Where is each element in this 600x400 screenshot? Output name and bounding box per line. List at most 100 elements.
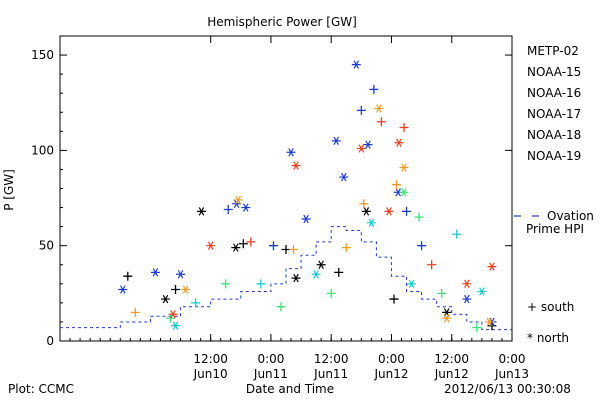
south-point xyxy=(356,105,366,115)
y-tick-label: 50 xyxy=(39,239,54,253)
x-tick-date-label: Jun12 xyxy=(434,367,469,381)
south-point xyxy=(221,279,231,289)
north-point xyxy=(316,260,326,269)
north-point xyxy=(399,163,409,172)
x-tick-time-label: 12:00 xyxy=(314,352,349,366)
south-point xyxy=(376,117,386,127)
plot-area xyxy=(59,35,513,342)
south-point xyxy=(452,229,462,239)
north-point xyxy=(484,317,494,327)
timestamp: 2012/06/13 00:30:08 xyxy=(444,382,571,396)
plot-credit: Plot: CCMC xyxy=(8,382,74,396)
south-point xyxy=(238,239,248,249)
south-point xyxy=(130,307,140,317)
x-tick-date-label: Jun12 xyxy=(373,367,408,381)
north-point xyxy=(206,241,216,250)
legend-entry-metp-02: METP-02 xyxy=(527,44,579,58)
series-noaa-18 xyxy=(130,104,494,327)
x-axis-label: Date and Time xyxy=(246,382,334,396)
north-point xyxy=(176,270,186,279)
north-point xyxy=(171,321,181,330)
y-tick-label: 0 xyxy=(46,334,54,348)
x-tick-time-label: 12:00 xyxy=(193,352,228,366)
south-point xyxy=(123,271,133,281)
x-tick-time-label: 12:00 xyxy=(434,352,469,366)
series-metp-02 xyxy=(123,207,497,331)
south-point xyxy=(191,298,201,308)
south-point xyxy=(223,204,233,214)
south-point xyxy=(359,199,369,209)
ovation-legend: Ovation Prime HPI xyxy=(514,209,594,236)
legend-entry-noaa-19: NOAA-19 xyxy=(527,149,581,163)
north-point xyxy=(366,218,376,228)
south-point xyxy=(165,313,175,323)
south-point xyxy=(281,245,291,254)
y-tick-label: 150 xyxy=(31,48,54,62)
x-axis: 12:00Jun100:00Jun1112:00Jun110:00Jun1212… xyxy=(69,36,529,381)
x-tick-time-label: 0:00 xyxy=(499,352,526,366)
legend-entry-noaa-16: NOAA-16 xyxy=(527,86,581,100)
north-point xyxy=(233,195,243,205)
marker-legend-south: + south xyxy=(527,300,574,314)
y-axis-label: P [GW] xyxy=(2,169,16,211)
north-point xyxy=(462,279,472,289)
x-tick-date-label: Jun10 xyxy=(193,367,228,381)
south-point xyxy=(399,123,409,132)
south-point xyxy=(246,237,256,247)
north-point xyxy=(291,161,301,170)
north-point xyxy=(374,104,384,113)
north-point xyxy=(231,243,241,252)
y-axis: 0 50 100 150 xyxy=(31,48,512,348)
legend-entry-noaa-15: NOAA-15 xyxy=(527,65,581,79)
ovation-step-line xyxy=(60,226,512,331)
ovation-legend-label-1: Ovation xyxy=(547,209,594,223)
north-point xyxy=(399,188,409,197)
north-point xyxy=(462,294,472,304)
marker-legend-north: * north xyxy=(527,331,569,345)
south-point xyxy=(427,260,437,270)
north-point xyxy=(339,172,349,182)
south-point xyxy=(171,285,181,295)
series-noaa-19 xyxy=(168,117,497,319)
legend-entry-noaa-17: NOAA-17 xyxy=(527,107,581,121)
ovation-step-layer xyxy=(60,226,512,331)
x-tick-time-label: 0:00 xyxy=(378,352,405,366)
south-point xyxy=(268,241,278,251)
south-point xyxy=(341,243,351,253)
x-tick-date-label: Jun11 xyxy=(313,367,348,381)
south-point xyxy=(289,245,299,254)
x-tick-date-label: Jun11 xyxy=(253,367,288,381)
ovation-legend-label-2: Prime HPI xyxy=(526,222,584,236)
north-point xyxy=(291,273,301,283)
north-point xyxy=(311,270,321,279)
north-point xyxy=(487,262,497,271)
north-point xyxy=(181,285,191,294)
series-noaa-15 xyxy=(118,60,497,327)
north-point xyxy=(384,207,394,216)
south-point xyxy=(276,302,286,312)
north-point xyxy=(356,144,366,153)
north-point xyxy=(442,308,452,317)
north-point xyxy=(196,207,206,216)
series-legend: METP-02 NOAA-15 NOAA-16 NOAA-17 NOAA-18 NOAA-… xyxy=(527,44,581,163)
north-point xyxy=(331,136,341,146)
data-points-layer xyxy=(118,60,497,333)
x-tick-time-label: 0:00 xyxy=(257,352,284,366)
south-point xyxy=(437,288,447,298)
north-point xyxy=(363,140,373,149)
series-noaa-17 xyxy=(165,188,482,333)
south-point xyxy=(369,84,379,94)
south-point xyxy=(417,241,427,251)
south-point xyxy=(472,323,482,333)
north-point xyxy=(160,294,170,304)
north-point xyxy=(118,285,128,294)
plot-frame xyxy=(59,35,513,342)
north-point xyxy=(477,287,487,296)
x-tick-date-label: Jun13 xyxy=(494,367,529,381)
south-point xyxy=(256,279,266,289)
north-point xyxy=(442,313,452,323)
north-point xyxy=(150,268,160,277)
north-point xyxy=(351,60,361,69)
north-point xyxy=(361,207,371,216)
